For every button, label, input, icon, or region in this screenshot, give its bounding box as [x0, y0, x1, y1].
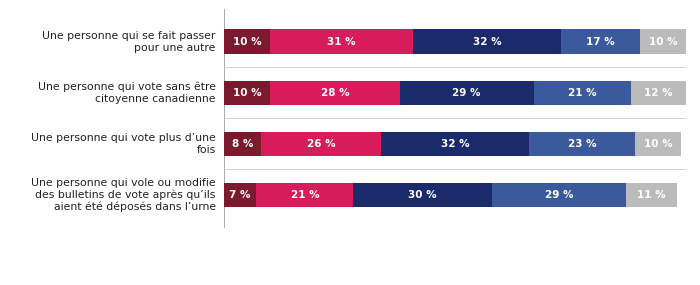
Text: 21 %: 21 %: [290, 190, 319, 200]
Bar: [354, 183, 492, 207]
Text: 10 %: 10 %: [649, 37, 677, 47]
Bar: [533, 80, 631, 105]
Text: 30 %: 30 %: [408, 190, 437, 200]
Text: 29 %: 29 %: [452, 88, 481, 98]
Bar: [261, 132, 381, 156]
Text: 26 %: 26 %: [307, 139, 335, 149]
Bar: [381, 132, 529, 156]
Bar: [224, 80, 270, 105]
Bar: [626, 183, 677, 207]
Text: 31 %: 31 %: [328, 37, 356, 47]
Text: 23 %: 23 %: [568, 139, 596, 149]
Text: 28 %: 28 %: [321, 88, 349, 98]
Bar: [640, 29, 686, 54]
Text: 17 %: 17 %: [586, 37, 615, 47]
Text: 32 %: 32 %: [473, 37, 502, 47]
Bar: [224, 132, 261, 156]
Bar: [635, 132, 681, 156]
Bar: [256, 183, 354, 207]
Text: 29 %: 29 %: [545, 190, 573, 200]
Bar: [224, 29, 270, 54]
Bar: [270, 80, 400, 105]
Text: 7 %: 7 %: [230, 190, 251, 200]
Bar: [270, 29, 414, 54]
Text: 10 %: 10 %: [233, 37, 261, 47]
Bar: [400, 80, 533, 105]
Text: 21 %: 21 %: [568, 88, 596, 98]
Bar: [414, 29, 561, 54]
Text: 10 %: 10 %: [233, 88, 261, 98]
Text: 11 %: 11 %: [637, 190, 666, 200]
Text: 32 %: 32 %: [441, 139, 469, 149]
Bar: [561, 29, 640, 54]
Bar: [492, 183, 626, 207]
Text: 8 %: 8 %: [232, 139, 253, 149]
Bar: [529, 132, 635, 156]
Text: 12 %: 12 %: [644, 88, 673, 98]
Bar: [631, 80, 686, 105]
Bar: [224, 183, 256, 207]
Text: 10 %: 10 %: [644, 139, 673, 149]
